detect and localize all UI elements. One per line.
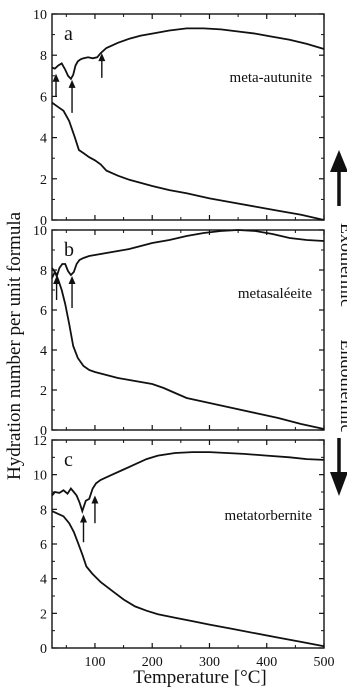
y-tick-label: 4 — [40, 573, 47, 588]
panel-frame — [51, 229, 325, 431]
y-axis-label: Hydration number per unit formula — [4, 211, 25, 480]
exothermic-arrow-icon — [330, 150, 347, 206]
y-tick-label: 8 — [40, 503, 47, 518]
panel-b: 0 2 4 6 8 10 b metasaléeite — [33, 224, 325, 439]
dta-curve — [51, 229, 325, 279]
x-tick-label: 300 — [199, 655, 220, 670]
exothermic-label: Exothermic — [337, 223, 347, 307]
panel-letter: c — [64, 449, 73, 471]
y-tick-label: 4 — [40, 132, 47, 147]
y-tick-label: 6 — [40, 90, 47, 105]
y-tick-label: 0 — [40, 214, 47, 229]
tg-curve — [51, 510, 325, 648]
event-arrow-icon — [91, 495, 99, 524]
endothermic-arrow-icon — [330, 438, 347, 496]
event-arrow-icon — [53, 276, 61, 300]
event-arrow-icon — [98, 53, 106, 78]
dta-curve — [51, 451, 325, 514]
mineral-label: metatorbernite — [225, 508, 313, 524]
panel-a: 0 2 4 6 8 10 a meta-autunite — [33, 8, 325, 229]
mineral-label: metasaléeite — [238, 286, 312, 302]
endothermic-label: Endothermic — [337, 340, 347, 433]
event-arrow-icon — [68, 79, 76, 113]
panel-letter: b — [64, 239, 74, 261]
panel-letter: a — [64, 23, 73, 45]
event-arrow-icon — [79, 514, 87, 543]
event-arrow-icon — [68, 276, 76, 308]
y-tick-label: 12 — [33, 434, 47, 449]
x-tick-label: 200 — [142, 655, 163, 670]
y-tick-label: 6 — [40, 304, 47, 319]
y-tick-label: 6 — [40, 538, 47, 553]
y-tick-label: 10 — [33, 469, 47, 484]
panel-frame — [51, 439, 325, 649]
y-tick-label: 4 — [40, 344, 47, 359]
y-tick-label: 8 — [40, 49, 47, 64]
y-tick-label: 0 — [40, 642, 47, 657]
panel-c: 0 2 4 6 8 10 12 100 200 300 400 500 c metatorbernite — [33, 434, 335, 670]
event-arrow-icon — [52, 73, 60, 97]
y-tick-label: 2 — [40, 607, 47, 622]
mineral-label: meta-autunite — [230, 70, 313, 86]
x-tick-label: 500 — [314, 655, 335, 670]
y-tick-label: 2 — [40, 173, 47, 188]
x-axis-label: Temperature [°C] — [133, 667, 266, 688]
dta-curve — [51, 27, 325, 81]
y-tick-label: 0 — [40, 424, 47, 439]
x-tick-label: 100 — [84, 655, 105, 670]
y-tick-label: 10 — [33, 8, 47, 23]
y-tick-label: 10 — [33, 224, 47, 239]
y-tick-label: 8 — [40, 264, 47, 279]
panel-frame — [51, 13, 325, 221]
x-tick-label: 400 — [256, 655, 277, 670]
y-tick-label: 2 — [40, 384, 47, 399]
tg-curve — [51, 101, 325, 221]
tg-curve — [51, 267, 325, 430]
